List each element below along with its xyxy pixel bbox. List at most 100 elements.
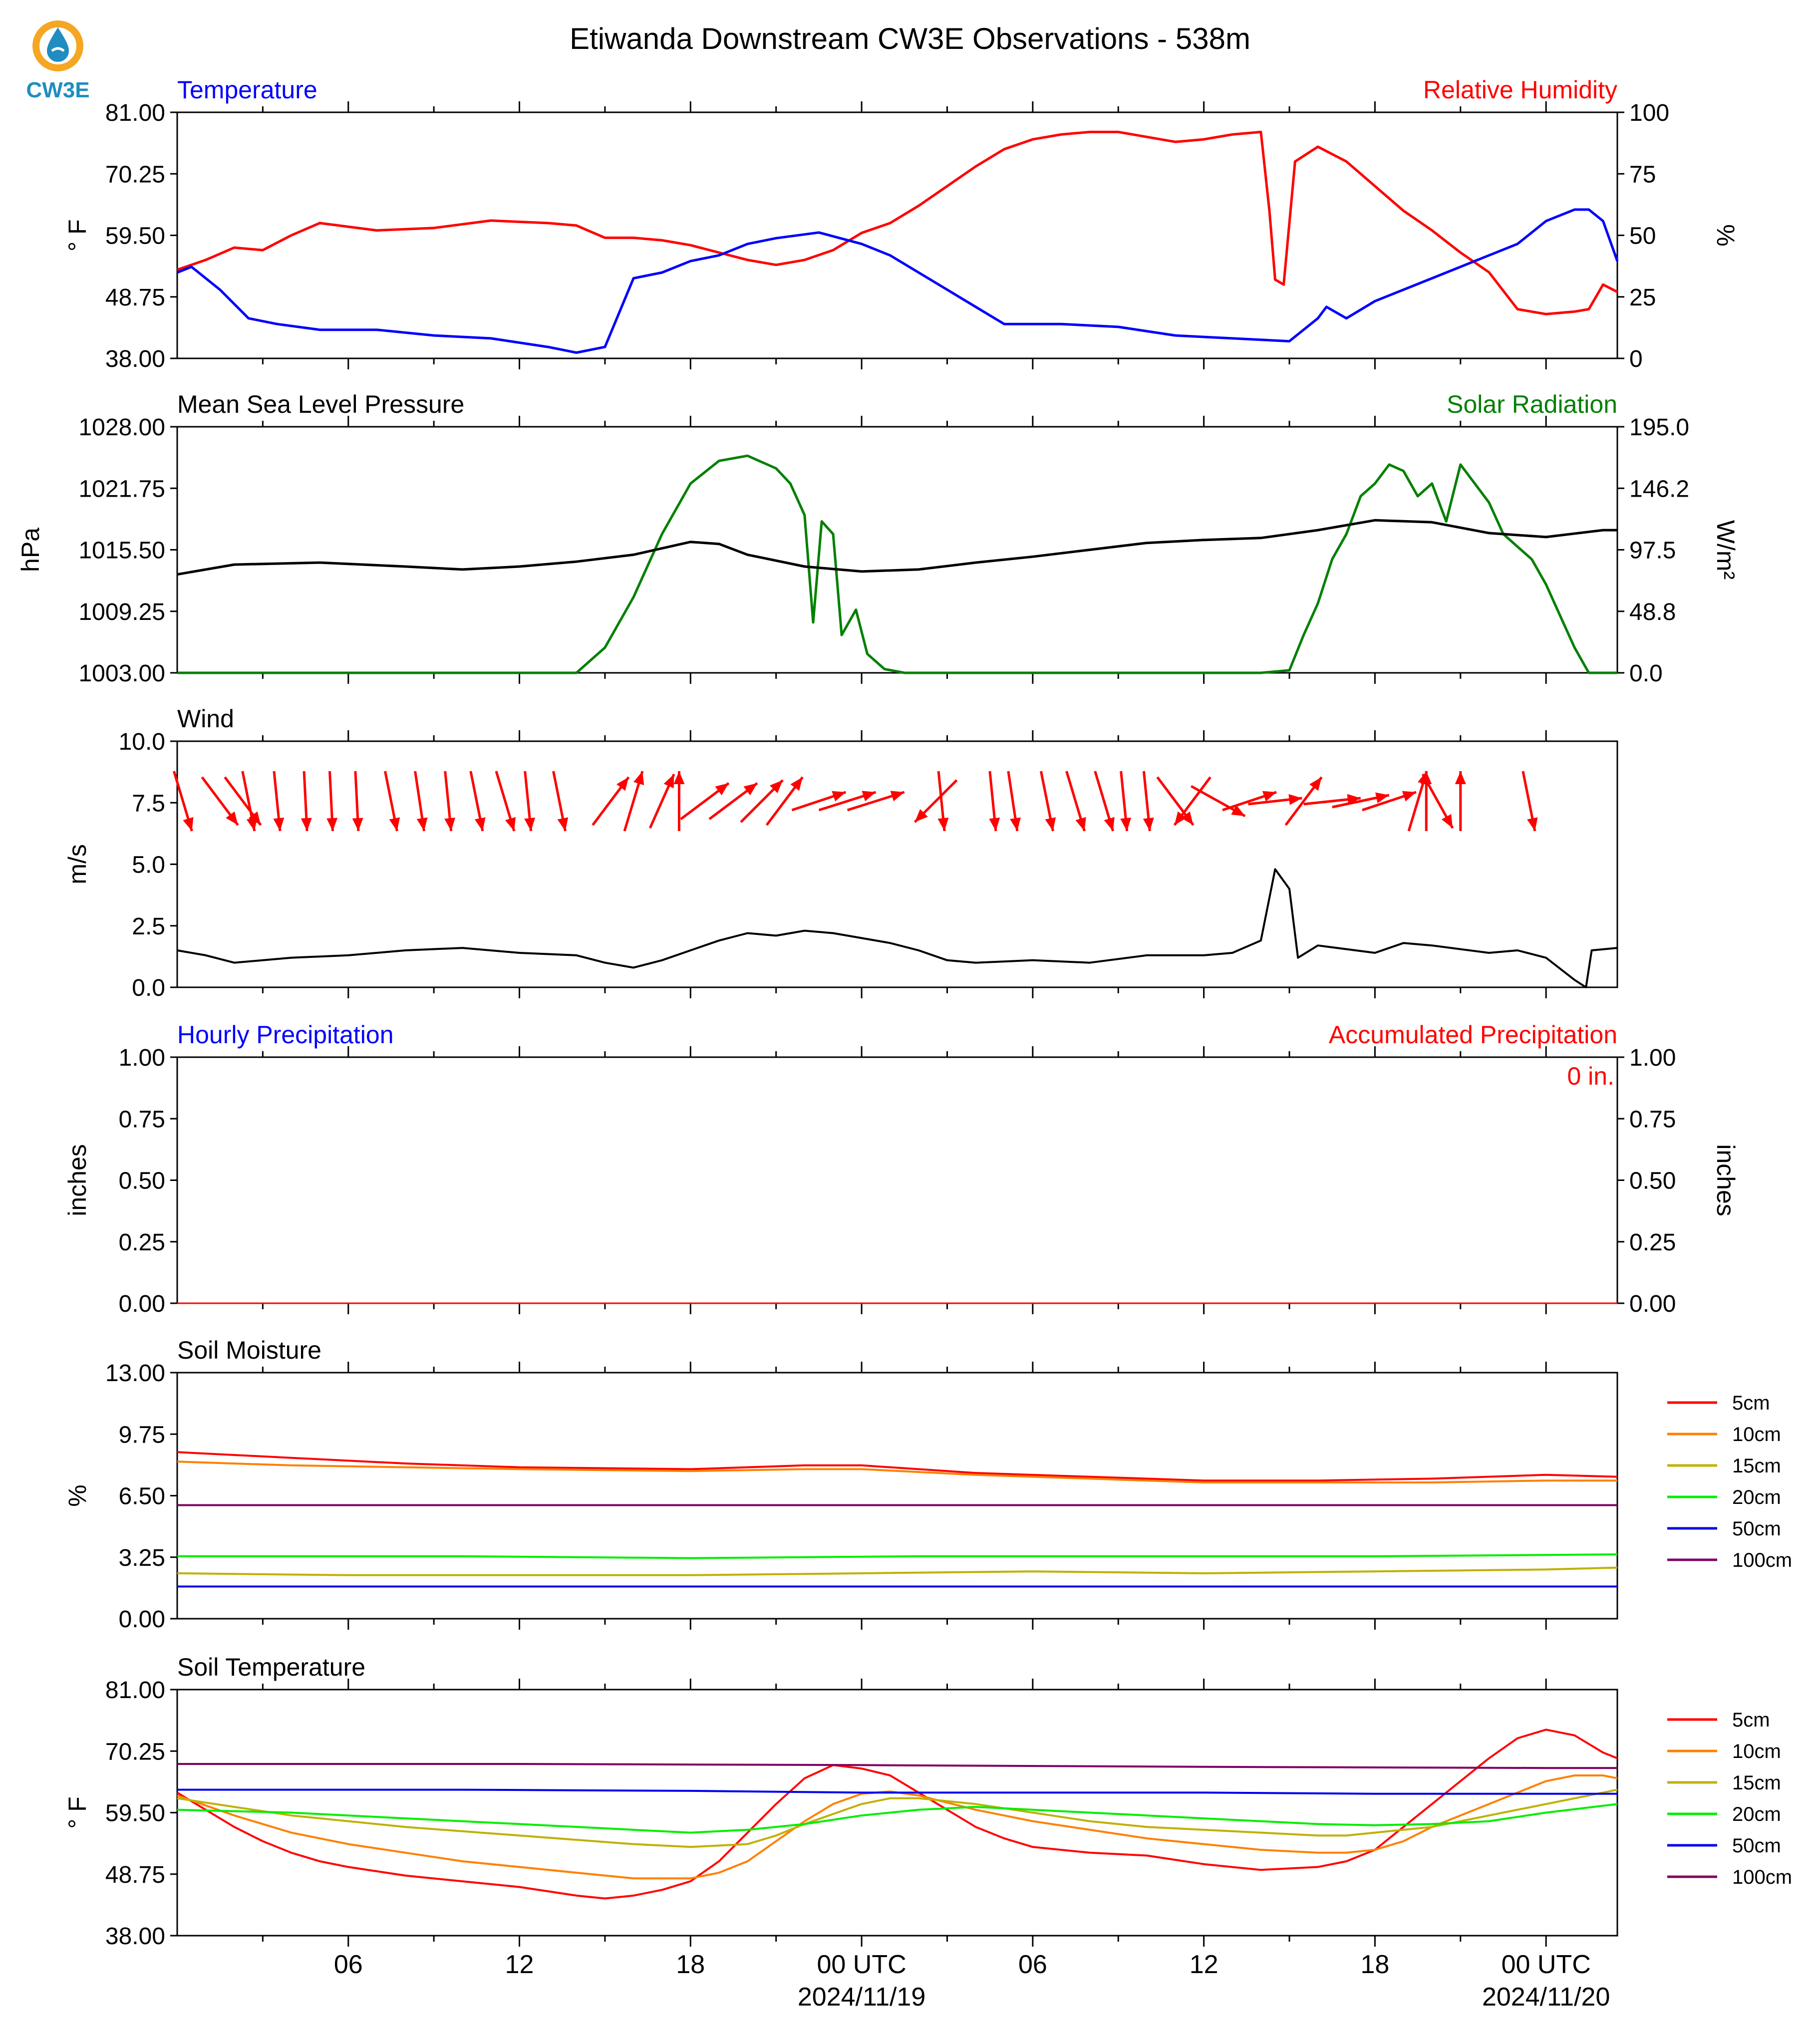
y2-tick-label: 0.0 [1629,660,1663,687]
y2-axis-label: inches [1712,1144,1740,1216]
wind-arrow-head [1455,771,1466,784]
panel-title-right: Relative Humidity [1423,76,1617,104]
y-tick-label: 0.00 [119,1606,165,1633]
wind-arrow [1362,791,1417,812]
wind-arrow-head [1181,811,1194,825]
plot-frame [176,111,1618,359]
wind-arrow [1421,773,1454,829]
y2-tick-label: 195.0 [1629,414,1689,441]
x-tick-label: 06 [334,1950,363,1979]
series-15cm [177,1788,1618,1848]
y2-tick-label: 1.00 [1629,1045,1676,1071]
wind-arrow-head [663,774,674,789]
wind-arrow [818,791,877,812]
wind-arrow-head [1421,771,1432,784]
x-tick-label: 00 UTC [1502,1950,1591,1979]
wind-arrow [592,776,630,826]
wind-arrow [708,782,758,820]
wind-arrow-head [1527,817,1538,831]
wind-arrow-head [673,771,685,784]
y-tick-label: 70.25 [105,1738,165,1765]
legend-label-5cm: 5cm [1732,1392,1770,1414]
wind-arrow [1094,771,1115,832]
y-tick-label: 0.25 [119,1229,165,1256]
cw3e-logo: CW3E [26,20,90,102]
series-temperature [177,208,1619,354]
y-tick-label: 9.75 [119,1422,165,1448]
wind-arrow [1332,792,1390,809]
panel-title-right: Solar Radiation [1447,390,1617,418]
wind-arrow [1455,771,1466,831]
logo-text: CW3E [26,78,89,102]
wind-arrow-head [1402,791,1416,802]
series-5cm [176,1729,1618,1900]
wind-arrow [937,771,949,832]
wind-arrow-head [301,818,312,831]
x-tick-label: 18 [676,1950,705,1979]
wind-arrow [1248,794,1302,806]
panel-title-left: Soil Moisture [177,1336,321,1364]
legend-label-10cm: 10cm [1732,1740,1781,1762]
wind-arrow-head [226,811,238,825]
legend-label-5cm: 5cm [1732,1709,1770,1731]
wind-arrow-head [769,780,783,794]
wind-arrow-head [937,818,949,831]
y-tick-label: 1015.50 [78,538,165,564]
x-tick-date: 2024/11/20 [1482,1983,1610,2012]
y2-tick-label: 48.8 [1629,599,1676,625]
plot-frame [176,426,1618,674]
y2-axis-label: % [1712,224,1740,246]
wind-arrow-head [444,818,456,831]
y-tick-label: 5.0 [132,852,165,878]
y-tick-label: 38.00 [105,1923,165,1950]
y-tick-label: 1028.00 [78,414,165,441]
wind-arrow [552,771,569,832]
wind-arrow [847,791,905,812]
y-tick-label: 1003.00 [78,660,165,687]
y-axis-label: inches [63,1144,91,1216]
wind-arrow-head [1288,794,1302,805]
x-tick-label: 00 UTC [817,1950,907,1979]
wind-arrow [1007,771,1021,832]
wind-arrow [273,771,285,832]
series-15cm [177,1566,1618,1576]
series-relative-humidity [177,130,1618,315]
y-axis-label: ° F [63,1796,91,1828]
wind-arrow-head [1262,791,1277,802]
y2-axis-label: W/m² [1712,520,1740,579]
y2-tick-label: 0.50 [1629,1168,1676,1194]
y-tick-label: 10.0 [119,729,165,755]
wind-arrow [1521,771,1538,832]
legend-label-15cm: 15cm [1732,1772,1781,1794]
panel-precip: 1.00 0.75 0.50 0.25 0.00 1.00 0.75 0.50 0.25 0.00… [63,1021,1740,1317]
wind-arrow-head [246,817,258,831]
series-wind-speed [177,868,1618,988]
wind-arrow [1039,771,1056,832]
y-tick-label: 59.50 [105,1800,165,1827]
y-tick-label: 70.25 [105,161,165,188]
wind-arrow [988,771,1000,832]
wind-arrow-head [1010,817,1021,831]
wind-arrow-head [790,777,803,791]
y-tick-label: 38.00 [105,346,165,372]
y-axis-label: ° F [63,219,91,251]
wind-arrow-head [1174,811,1187,825]
wind-arrow [495,771,516,832]
precip-total-label: 0 in. [1567,1062,1614,1090]
wind-arrow-head [914,809,928,822]
wind-arrow-head [352,818,363,831]
wind-arrow [648,773,675,829]
series-100cm [177,1763,1617,1769]
wind-arrow [1190,785,1246,818]
wind-arrow-head [1104,817,1115,831]
panel-title-right: Accumulated Precipitation [1329,1021,1617,1049]
y-tick-label: 2.5 [132,913,165,940]
series-5cm [177,1451,1618,1482]
wind-arrow [301,771,312,832]
wind-arrow-head [832,791,846,802]
legend-label-15cm: 15cm [1732,1455,1781,1477]
panel-title-left: Hourly Precipitation [177,1021,394,1049]
wind-arrow [384,771,400,832]
wind-arrow [1065,771,1086,832]
legend-label-50cm: 50cm [1732,1518,1781,1540]
